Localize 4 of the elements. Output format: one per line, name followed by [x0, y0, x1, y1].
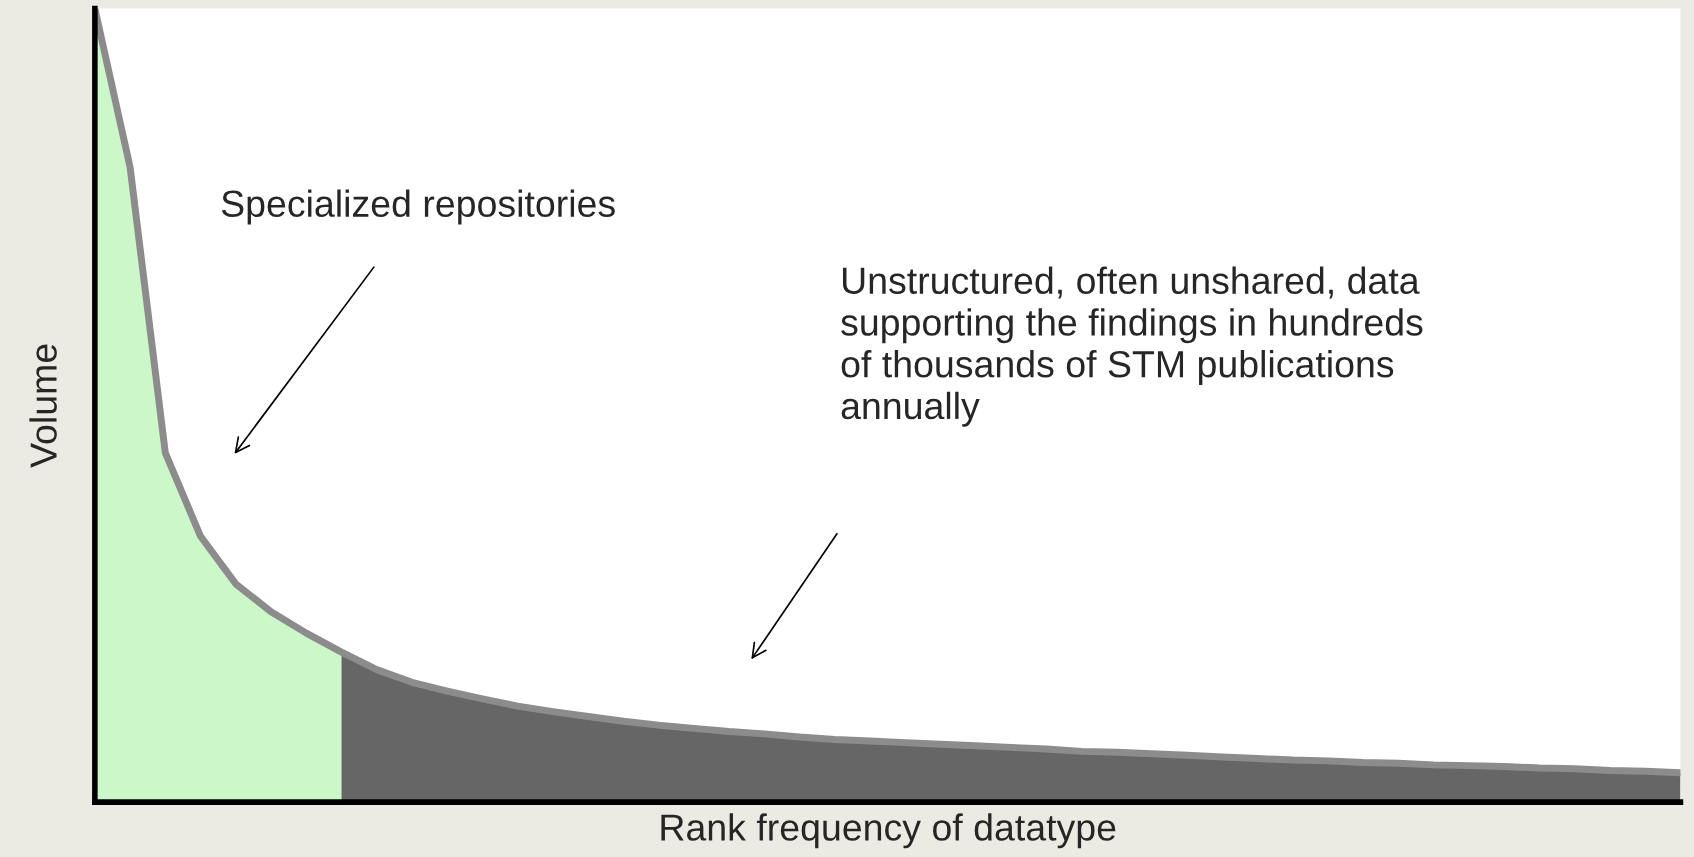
x-axis-title: Rank frequency of datatype — [661, 813, 1116, 849]
annotation: Specialized repositories — [221, 189, 615, 225]
y-axis-title: Volume — [29, 344, 57, 468]
annotation: Unstructured, often unshared, data supporting the findings in hundreds of thousands of STM publications annually — [841, 266, 1423, 427]
